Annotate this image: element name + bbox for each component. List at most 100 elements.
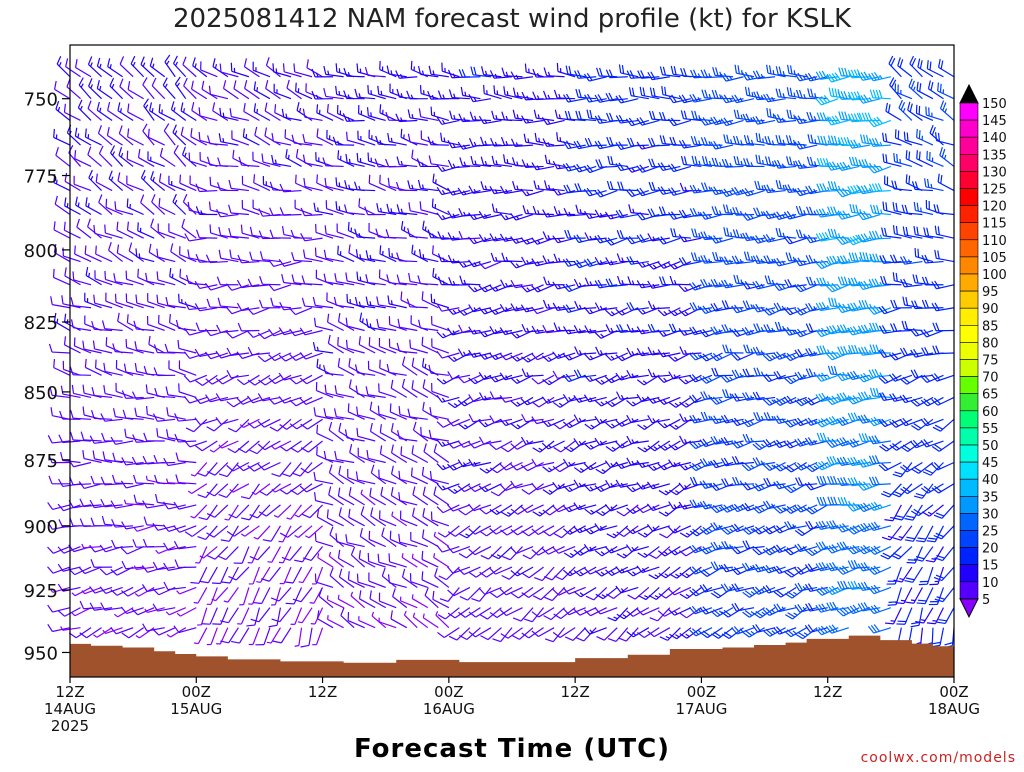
wind-barb <box>148 293 165 308</box>
barb-half-feather <box>194 643 198 644</box>
barb-staff <box>174 153 186 167</box>
barb-feather <box>164 582 168 590</box>
barb-half-feather <box>474 288 477 291</box>
wind-barb <box>617 505 639 516</box>
wind-barb <box>238 323 259 331</box>
wind-barb <box>616 210 638 218</box>
wind-barb <box>207 462 228 475</box>
wind-barb <box>397 204 417 214</box>
barb-feather <box>391 423 393 431</box>
barb-staff <box>558 547 575 554</box>
barb-staff <box>178 441 196 442</box>
barb-half-feather <box>195 63 196 67</box>
barb-feather <box>459 510 466 515</box>
wind-barb <box>502 253 523 262</box>
barb-feather <box>317 359 318 367</box>
barb-staff <box>210 144 228 145</box>
wind-barb <box>605 461 627 468</box>
barb-feather <box>345 429 347 437</box>
barb-feather <box>187 275 189 283</box>
wind-barb <box>553 397 575 407</box>
barb-feather <box>434 486 436 494</box>
wind-barb <box>574 587 596 596</box>
barb-feather <box>259 208 263 216</box>
barb-feather <box>228 448 235 452</box>
barb-feather <box>113 343 115 351</box>
wind-barb <box>56 101 70 120</box>
barb-feather <box>286 603 295 604</box>
wind-barb <box>574 415 596 422</box>
barb-half-feather <box>167 634 170 637</box>
barb-half-feather <box>165 84 167 88</box>
wind-barb <box>295 526 312 538</box>
barb-feather <box>120 79 123 87</box>
barb-feather <box>197 230 200 238</box>
wind-barb <box>437 628 459 638</box>
wind-barb <box>160 148 175 166</box>
barb-feather <box>360 313 362 321</box>
wind-barb <box>318 553 333 567</box>
barb-staff <box>431 416 449 420</box>
barb-feather <box>104 385 105 393</box>
barb-feather <box>469 213 474 220</box>
wind-barb <box>122 628 144 638</box>
wind-barb <box>315 492 334 505</box>
barb-feather <box>584 354 590 360</box>
barb-feather <box>58 547 64 553</box>
wind-barb <box>311 608 323 624</box>
wind-barb <box>382 528 396 547</box>
barb-staff <box>96 182 112 190</box>
barb-feather <box>397 275 399 283</box>
wind-barb <box>173 194 186 214</box>
wind-barb <box>335 273 354 285</box>
barb-feather <box>376 229 378 237</box>
barb-feather <box>357 153 358 162</box>
barb-half-feather <box>611 312 614 315</box>
barb-feather <box>410 340 411 349</box>
wind-barb <box>434 553 449 567</box>
barb-feather <box>474 67 476 75</box>
barb-feather <box>313 297 315 305</box>
barb-feather <box>380 104 381 113</box>
barb-feather <box>48 567 54 573</box>
wind-barb <box>480 526 502 536</box>
barb-feather <box>159 104 160 112</box>
wind-barb <box>253 200 270 215</box>
wind-barb <box>99 194 112 214</box>
barb-feather <box>339 569 341 577</box>
barb-feather <box>249 450 257 454</box>
barb-feather <box>555 576 563 580</box>
barb-feather <box>554 206 557 214</box>
barb-feather <box>151 219 154 227</box>
barb-feather <box>584 544 589 551</box>
barb-half-feather <box>286 114 287 118</box>
wind-barb <box>305 526 322 538</box>
barb-half-feather <box>370 324 371 328</box>
barb-feather <box>448 328 453 335</box>
barb-feather <box>54 221 55 229</box>
barb-feather <box>88 219 91 227</box>
barb-feather <box>282 474 290 477</box>
barb-half-feather <box>537 288 540 291</box>
wind-barb <box>434 444 449 463</box>
barb-staff <box>401 519 418 526</box>
wind-barb <box>207 587 218 604</box>
wind-barb <box>460 587 481 600</box>
wind-barb <box>282 109 301 121</box>
barb-staff <box>361 494 375 505</box>
barb-feather <box>335 273 337 281</box>
barb-half-feather <box>453 310 456 313</box>
barb-feather <box>114 408 116 416</box>
barb-staff <box>228 608 238 623</box>
barb-half-feather <box>474 239 477 242</box>
barb-staff <box>410 142 428 145</box>
barb-feather <box>439 576 447 580</box>
barb-staff <box>317 137 333 145</box>
wind-barb <box>212 587 228 600</box>
wind-barb <box>248 587 259 604</box>
barb-half-feather <box>310 603 314 604</box>
barb-staff <box>241 165 259 166</box>
barb-feather <box>423 379 425 387</box>
wind-barb <box>637 608 659 615</box>
wind-barb <box>170 268 186 285</box>
